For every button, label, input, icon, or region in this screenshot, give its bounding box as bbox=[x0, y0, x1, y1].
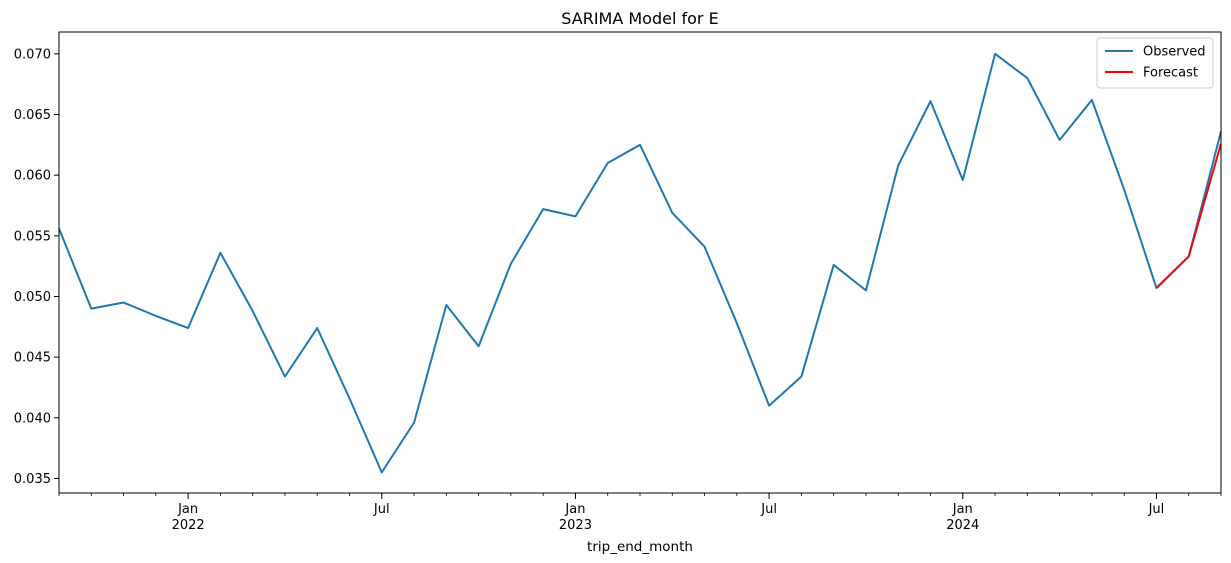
x-tick-label: Jul bbox=[1148, 502, 1165, 517]
plot-frame bbox=[58, 31, 1222, 494]
x-tick-label: Jan bbox=[564, 502, 585, 517]
y-tick-label: 0.040 bbox=[14, 411, 51, 426]
y-tick-label: 0.065 bbox=[14, 108, 51, 123]
y-tick-label: 0.045 bbox=[14, 351, 51, 366]
x-tick-year-label: 2022 bbox=[172, 518, 205, 533]
x-tick-label: Jan bbox=[952, 502, 973, 517]
plot-area bbox=[59, 32, 1221, 493]
legend-label: Forecast bbox=[1143, 66, 1198, 81]
y-tick-label: 0.060 bbox=[14, 169, 51, 184]
x-tick-label: Jul bbox=[760, 502, 777, 517]
x-tick-year-label: 2023 bbox=[559, 518, 592, 533]
x-axis-title: trip_end_month bbox=[587, 539, 693, 555]
legend-label: Observed bbox=[1143, 45, 1206, 60]
chart-title: SARIMA Model for E bbox=[561, 9, 718, 28]
legend: Observed Forecast bbox=[1096, 37, 1214, 89]
x-tick-year-label: 2024 bbox=[946, 518, 979, 533]
y-tick-label: 0.035 bbox=[14, 472, 51, 487]
x-tick-label: Jan bbox=[177, 502, 198, 517]
y-tick-label: 0.050 bbox=[14, 290, 51, 305]
y-tick-label: 0.055 bbox=[14, 229, 51, 244]
y-axis: 0.035 0.040 0.045 0.050 0.055 0.060 0.065 0.070 bbox=[14, 47, 59, 487]
x-tick-label: Jul bbox=[373, 502, 390, 517]
y-tick-label: 0.070 bbox=[14, 47, 51, 62]
